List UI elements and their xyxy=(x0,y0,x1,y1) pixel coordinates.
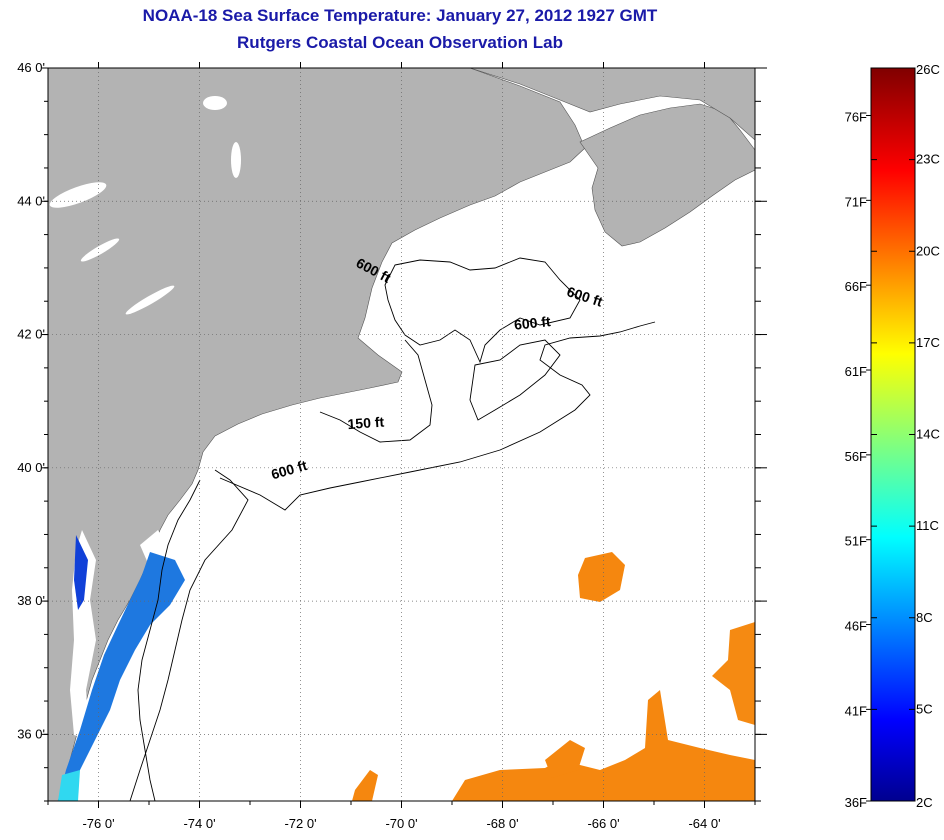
lat-tick-label: 38 0' xyxy=(17,593,45,608)
sst-warm-patch xyxy=(452,690,755,801)
lat-tick-label: 36 0' xyxy=(17,726,45,741)
colorbar-fahrenheit-label: 46F xyxy=(845,619,867,634)
map-title: NOAA-18 Sea Surface Temperature: January… xyxy=(142,6,658,25)
contour-600ft-slope xyxy=(219,321,656,511)
sst-cyan-bay xyxy=(58,770,80,801)
colorbar-fahrenheit-label: 36F xyxy=(845,795,867,810)
sst-warm-patch xyxy=(578,552,625,602)
colorbar-fahrenheit-label: 51F xyxy=(845,534,867,549)
lake-icon xyxy=(49,182,107,208)
lon-tick-label: -64 0' xyxy=(688,816,720,831)
lon-tick-label: -76 0' xyxy=(82,816,114,831)
colorbar-celsius-label: 11C xyxy=(916,518,939,533)
lon-tick-label: -74 0' xyxy=(183,816,215,831)
lake-icon xyxy=(80,238,120,262)
lon-tick-label: -70 0' xyxy=(385,816,417,831)
lake-icon xyxy=(231,142,241,178)
lon-tick-label: -66 0' xyxy=(587,816,619,831)
colorbar-fahrenheit-label: 41F xyxy=(845,703,867,718)
contour-gulf-of-maine xyxy=(384,257,581,364)
contour-label: 600 ft xyxy=(513,313,551,333)
colorbar-celsius-label: 8C xyxy=(916,610,933,625)
colorbar-celsius-label: 17C xyxy=(916,335,940,350)
colorbar-celsius-label: 26C xyxy=(916,62,940,77)
lat-tick-label: 42 0' xyxy=(17,327,45,342)
delaware-bay xyxy=(140,530,168,568)
sst-cold-bay xyxy=(74,535,88,610)
contour-600ft-shelf xyxy=(137,479,201,801)
colorbar xyxy=(870,67,916,802)
sst-warm-patch xyxy=(712,622,755,725)
colorbar-fahrenheit-label: 71F xyxy=(845,194,867,209)
colorbar-celsius-label: 23C xyxy=(916,152,940,167)
colorbar-fahrenheit-label: 76F xyxy=(845,110,867,125)
contour-georges-bank xyxy=(469,339,561,421)
lat-tick-label: 40 0' xyxy=(17,460,45,475)
sst-warm-patch xyxy=(545,740,585,778)
lon-tick-label: -72 0' xyxy=(284,816,316,831)
colorbar-fahrenheit-label: 66F xyxy=(845,279,867,294)
contour-150ft-shelf xyxy=(129,469,249,801)
colorbar-fahrenheit-label: 56F xyxy=(845,449,867,464)
colorbar-celsius-label: 20C xyxy=(916,243,940,258)
land-mainland xyxy=(48,68,586,801)
map-subtitle: Rutgers Coastal Ocean Observation Lab xyxy=(237,33,563,52)
colorbar-celsius-label: 5C xyxy=(916,701,933,716)
colorbar-celsius-label: 2C xyxy=(916,795,933,810)
contour-label: 150 ft xyxy=(347,414,385,433)
contour-nantucket xyxy=(319,339,433,443)
lon-tick-label: -68 0' xyxy=(486,816,518,831)
lake-icon xyxy=(125,285,175,315)
land-northeast xyxy=(469,68,755,141)
sst-cold-coastal xyxy=(58,552,185,801)
sst-warm-patch xyxy=(352,770,378,801)
colorbar-celsius-label: 14C xyxy=(916,427,940,442)
colorbar-fahrenheit-label: 61F xyxy=(845,364,867,379)
land-nova-scotia xyxy=(579,103,755,247)
lake-icon xyxy=(203,96,227,110)
lat-tick-label: 44 0' xyxy=(17,193,45,208)
lat-tick-label: 46 0' xyxy=(17,60,45,75)
